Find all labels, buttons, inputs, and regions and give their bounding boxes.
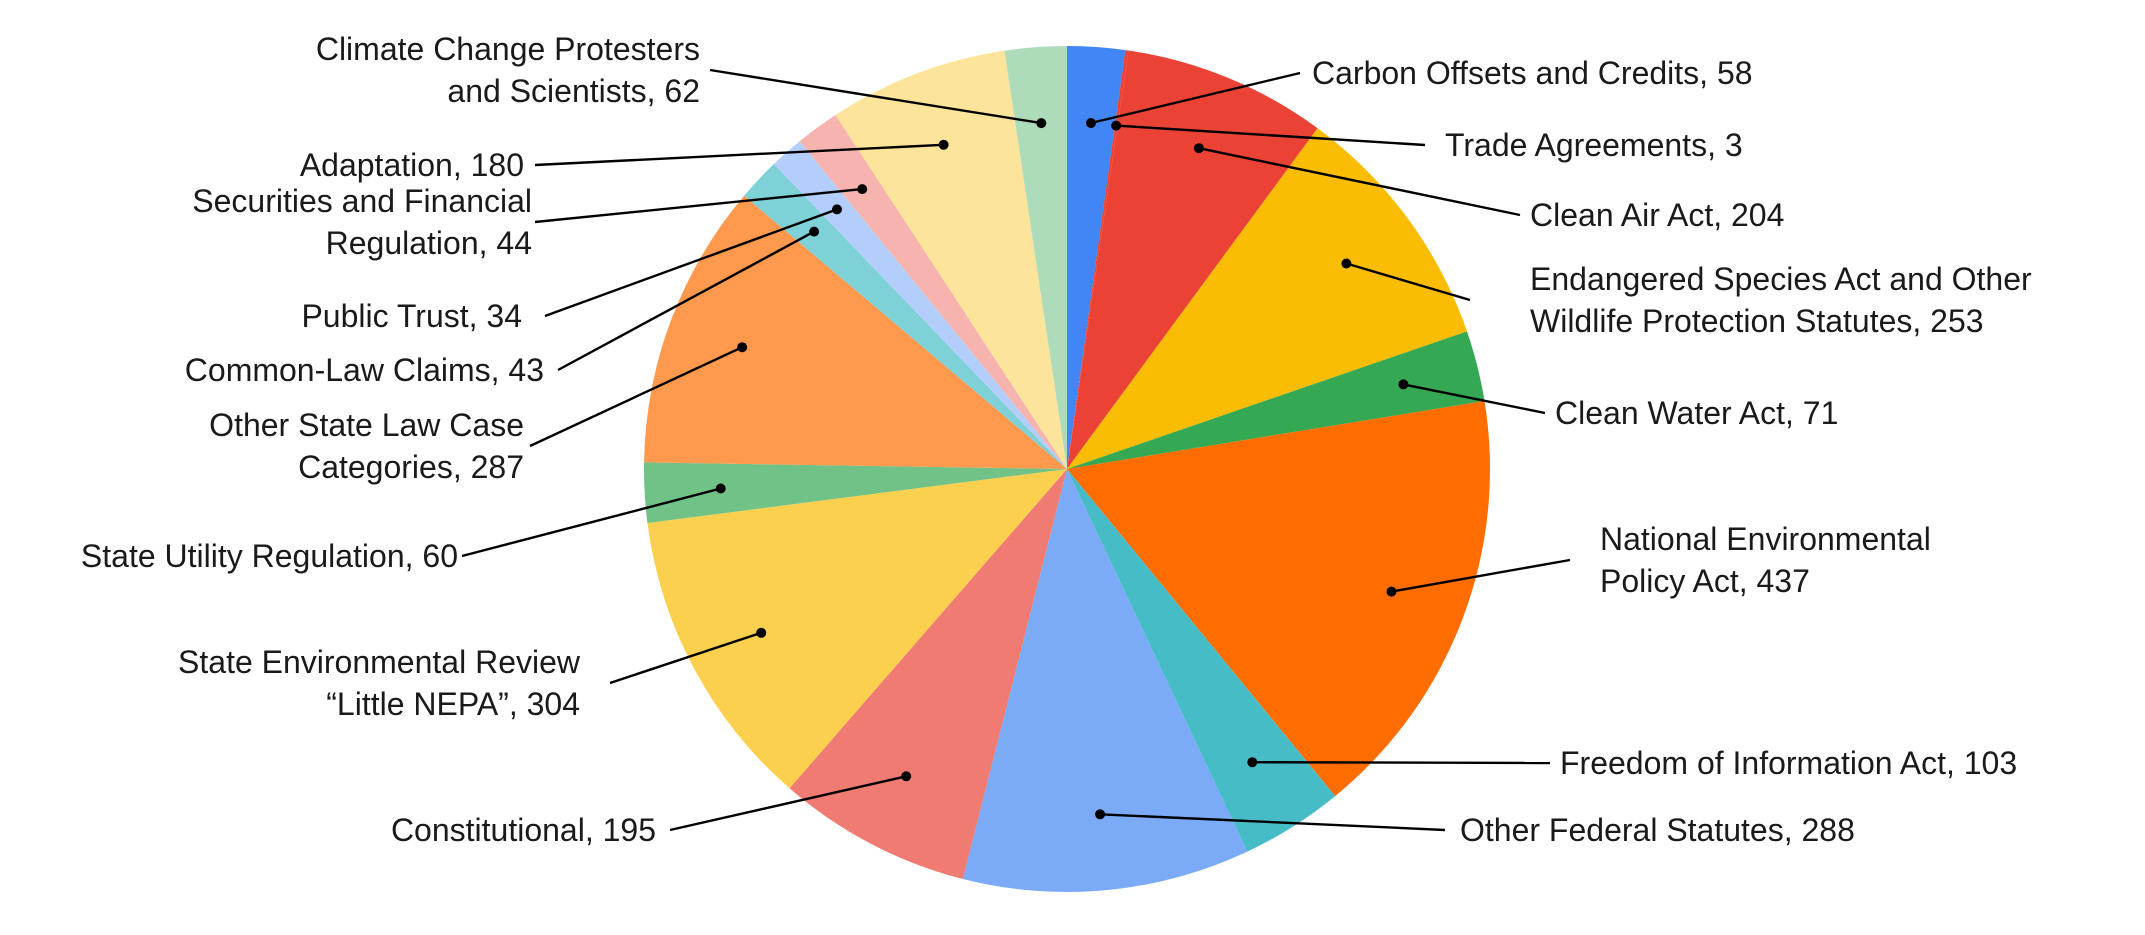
leader-dot (756, 627, 767, 638)
leader-line (1391, 558, 1571, 593)
pie-slice (1067, 50, 1318, 469)
slice-label: Other State Law Case Categories, 287 (209, 407, 524, 485)
pie-slice (773, 141, 1067, 470)
pie-slice (835, 50, 1067, 470)
leader-dot (938, 139, 949, 150)
leader-dot (737, 342, 748, 353)
slice-label-line: Other Federal Statutes, 288 (1460, 812, 1855, 848)
slice-label-line: Clean Water Act, 71 (1555, 395, 1838, 431)
slice-label-line: Other State Law Case (209, 407, 524, 443)
pie-slice (644, 195, 1067, 469)
leader-dot (1193, 143, 1204, 154)
leader-dot (1095, 809, 1106, 820)
slice-label-line: Constitutional, 195 (391, 812, 656, 848)
slice-label: Carbon Offsets and Credits, 58 (1312, 55, 1753, 91)
slice-label: National Environmental Policy Act, 437 (1600, 521, 1931, 599)
leader-dot (809, 226, 820, 237)
slice-label-line: Carbon Offsets and Credits, 58 (1312, 55, 1753, 91)
leader-line (461, 487, 722, 558)
slice-label: Common-Law Claims, 43 (185, 352, 544, 388)
slice-label-line: Trade Agreements, 3 (1445, 127, 1743, 163)
slice-labels: Carbon Offsets and Credits, 58 Trade Agre… (81, 31, 2032, 848)
leader-line (1116, 124, 1426, 147)
slice-label-line: Regulation, 44 (326, 225, 532, 261)
leader-dot (1036, 118, 1047, 129)
leader-lines (461, 68, 1571, 832)
pie-slice (647, 469, 1067, 789)
slice-label: Trade Agreements, 3 (1445, 127, 1743, 163)
slice-label-line: Clean Air Act, 204 (1530, 197, 1784, 233)
slice-label-line: Public Trust, 34 (301, 298, 522, 334)
pie-slice (799, 114, 1067, 469)
slice-label-line: Wildlife Protection Statutes, 253 (1530, 303, 1984, 339)
slice-label-line: and Scientists, 62 (447, 73, 700, 109)
slice-label: Climate Change Protesters and Scientists,… (316, 31, 700, 109)
leader-line (544, 208, 838, 318)
slice-label-line: Policy Act, 437 (1600, 563, 1810, 599)
leader-dot (832, 204, 842, 215)
leader-dot (1247, 757, 1258, 768)
slice-label-line: Securities and Financial (192, 183, 532, 219)
leader-dot (1086, 118, 1096, 128)
slice-label: Securities and Financial Regulation, 44 (192, 183, 532, 261)
leader-line (534, 143, 944, 167)
leader-line (1403, 383, 1546, 415)
pie-slice (1067, 469, 1336, 852)
slice-label: Clean Water Act, 71 (1555, 395, 1838, 431)
slice-label: State Utility Regulation, 60 (81, 538, 458, 574)
slice-label: State Environmental Review “Little NEPA”,… (178, 644, 581, 722)
leader-dot (1386, 586, 1397, 597)
leader-line (557, 230, 815, 372)
slice-label: Constitutional, 195 (391, 812, 656, 848)
slice-label-line: Adaptation, 180 (300, 147, 524, 183)
leader-line (529, 346, 743, 448)
leader-line (1198, 147, 1521, 217)
pie-slice (1067, 128, 1467, 469)
slice-label-line: “Little NEPA”, 304 (326, 686, 580, 722)
slice-label-line: State Utility Regulation, 60 (81, 538, 458, 574)
slice-label-line: Freedom of Information Act, 103 (1560, 745, 2017, 781)
leader-dot (901, 771, 912, 782)
leader-line (1100, 813, 1446, 832)
pie-slice (744, 164, 1067, 470)
slice-label: Public Trust, 34 (301, 298, 522, 334)
leader-line (709, 68, 1042, 125)
leader-line (1090, 71, 1301, 125)
leader-dot (1111, 120, 1122, 131)
slice-label-line: Endangered Species Act and Other (1530, 261, 2032, 297)
slice-label: Freedom of Information Act, 103 (1560, 745, 2017, 781)
slice-label: Endangered Species Act and Other Wildlife… (1530, 261, 2032, 339)
leader-dot (1341, 258, 1352, 269)
slice-label: Other Federal Statutes, 288 (1460, 812, 1855, 848)
pie-slice (1067, 400, 1491, 797)
pie-slice (962, 469, 1248, 892)
slice-label: Clean Air Act, 204 (1530, 197, 1784, 233)
slice-label-line: National Environmental (1600, 521, 1931, 557)
leader-dot (715, 483, 726, 494)
leader-dot (857, 184, 868, 195)
slice-label: Adaptation, 180 (300, 147, 524, 183)
pie-slices (643, 46, 1491, 892)
leader-line (609, 631, 762, 685)
leader-line (1252, 761, 1551, 765)
leader-line (1346, 262, 1471, 302)
leader-dot (1398, 379, 1409, 390)
pie-slice (1067, 50, 1129, 469)
leader-line (534, 187, 863, 224)
leader-line (669, 775, 907, 832)
slice-label-line: State Environmental Review (178, 644, 581, 680)
pie-slice (789, 469, 1067, 879)
slice-label-line: Categories, 287 (298, 449, 524, 485)
slice-label-line: Climate Change Protesters (316, 31, 700, 67)
slice-label-line: Common-Law Claims, 43 (185, 352, 544, 388)
pie-slice (643, 462, 1067, 523)
pie-slice (1067, 331, 1485, 469)
pie-slice (1004, 46, 1067, 469)
pie-slice (1067, 46, 1126, 469)
